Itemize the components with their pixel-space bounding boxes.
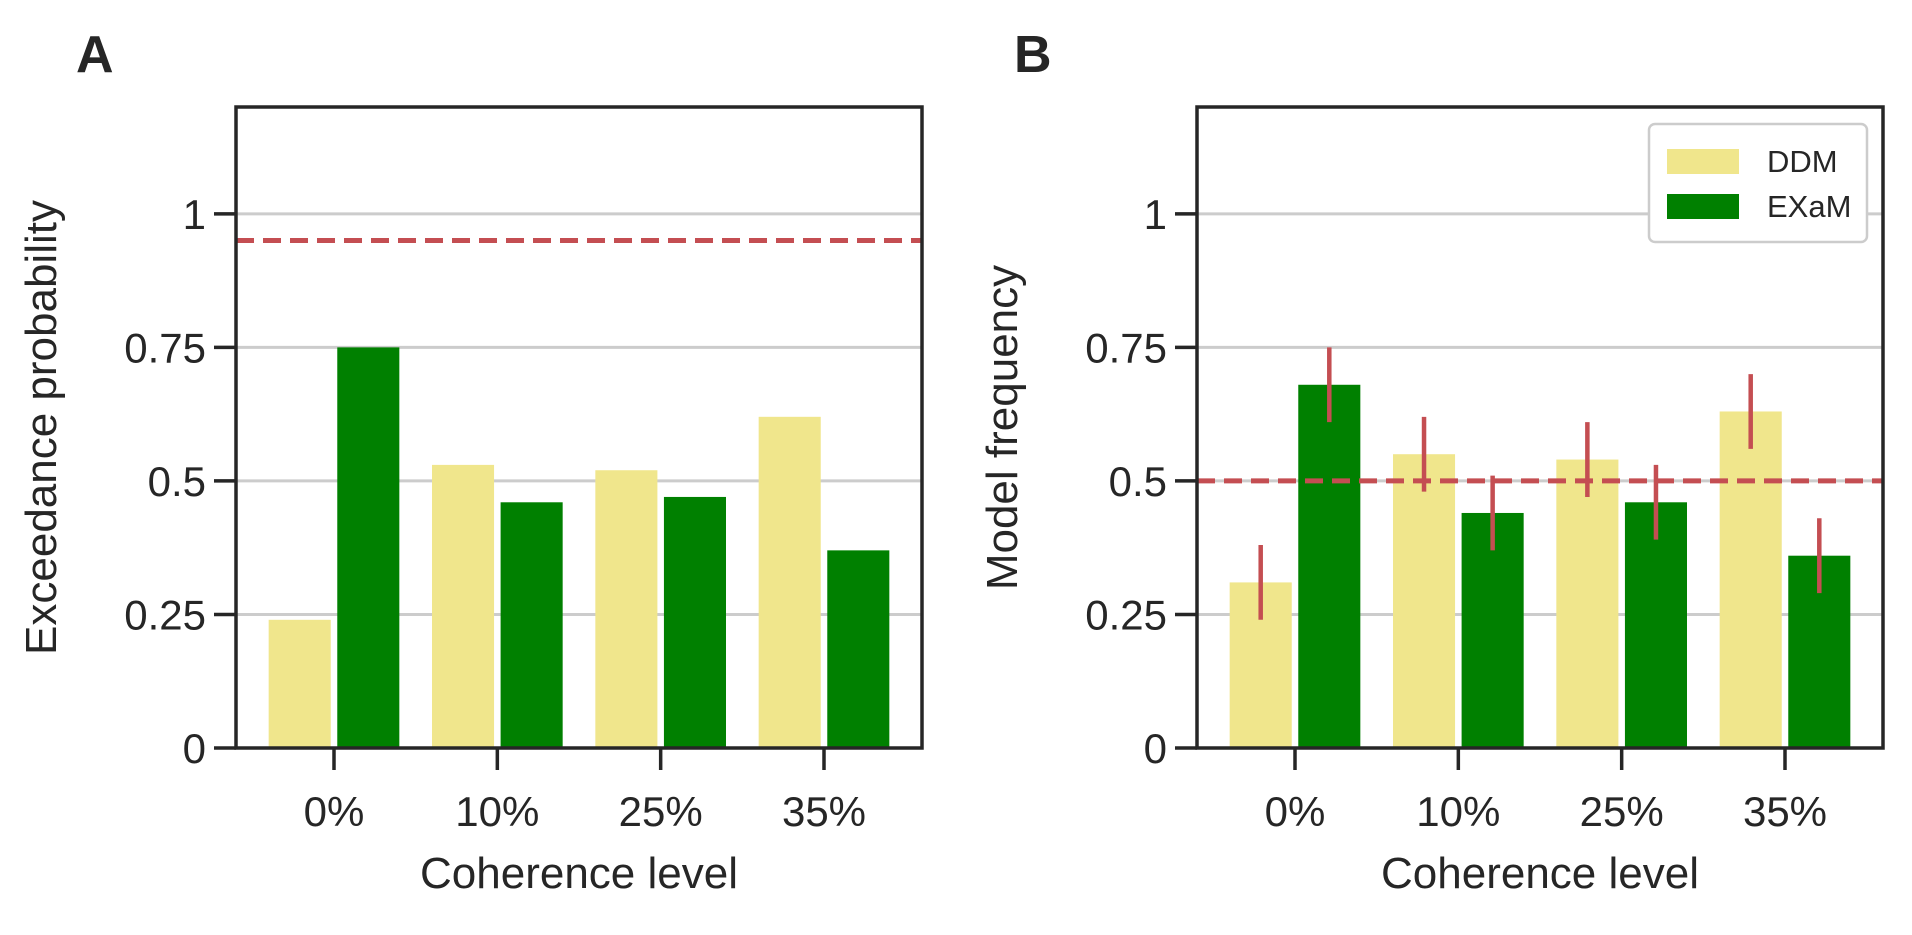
legend-swatch-exam: [1667, 194, 1739, 219]
bar-ddm-0: [268, 619, 331, 748]
y-tick-label: 0.25: [1085, 591, 1167, 638]
bar-ddm-3: [758, 416, 821, 748]
x-tick-label: 10%: [1416, 788, 1500, 835]
bar-ddm-1: [432, 464, 495, 748]
plot-frame: [1195, 105, 1885, 750]
panel-label: A: [76, 26, 114, 84]
x-ticks: 0% 10% 25% 35%: [304, 748, 866, 835]
panel-a: A 0 0.25 0.5 0.75 1 0% 10% 25% 35% Coherence le…: [17, 26, 924, 898]
y-tick-label: 1: [183, 191, 206, 238]
panel-b: B 0 0.25 0.5 0.75 1 0% 10% 25% 35% Coherence le…: [978, 26, 1885, 898]
y-tick-label: 1: [1144, 191, 1167, 238]
x-tick-label: 25%: [1580, 788, 1664, 835]
panel-label: B: [1014, 26, 1052, 84]
y-tick-label: 0.25: [124, 591, 206, 638]
x-axis-title: Coherence level: [1381, 849, 1699, 898]
x-tick-label: 35%: [1743, 788, 1827, 835]
x-tick-label: 25%: [619, 788, 703, 835]
plot-border: [234, 105, 924, 750]
legend-box: [1647, 122, 1869, 244]
bar-exam-2: [663, 496, 726, 748]
bars: [268, 347, 890, 748]
y-tick-label: 0: [183, 725, 206, 772]
y-axis-title: Exceedance probability: [17, 200, 66, 655]
bar-exam-1: [500, 502, 563, 748]
bar-exam-2: [1624, 502, 1687, 748]
bar-ddm-1: [1393, 454, 1456, 748]
x-tick-label: 10%: [455, 788, 539, 835]
x-tick-label: 0%: [1265, 788, 1326, 835]
bar-exam-1: [1461, 512, 1524, 748]
plot-border: [1195, 105, 1885, 750]
bar-exam-0: [1298, 384, 1361, 748]
legend-label-ddm: DDM: [1767, 144, 1838, 179]
y-ticks: 0 0.25 0.5 0.75 1: [1085, 191, 1197, 772]
bar-ddm-2: [1556, 459, 1619, 748]
legend-swatch-ddm: [1667, 149, 1739, 174]
legend-label-exam: EXaM: [1767, 189, 1851, 224]
y-tick-label: 0: [1144, 725, 1167, 772]
bar-ddm-3: [1719, 411, 1782, 748]
bars: [1229, 384, 1851, 748]
y-axis-title: Model frequency: [978, 265, 1027, 590]
y-tick-label: 0.75: [124, 324, 206, 371]
x-axis-title: Coherence level: [420, 849, 738, 898]
bar-exam-3: [827, 550, 890, 748]
bar-exam-0: [337, 347, 400, 748]
y-tick-label: 0.75: [1085, 324, 1167, 371]
bar-ddm-2: [595, 470, 658, 748]
error-bars: [1258, 347, 1822, 620]
y-tick-label: 0.5: [1109, 458, 1167, 505]
x-tick-label: 35%: [782, 788, 866, 835]
y-tick-label: 0.5: [148, 458, 206, 505]
y-ticks: 0 0.25 0.5 0.75 1: [124, 191, 236, 772]
x-ticks: 0% 10% 25% 35%: [1265, 748, 1827, 835]
legend: DDM EXaM: [1647, 122, 1869, 244]
plot-frame: [234, 105, 924, 750]
x-tick-label: 0%: [304, 788, 365, 835]
